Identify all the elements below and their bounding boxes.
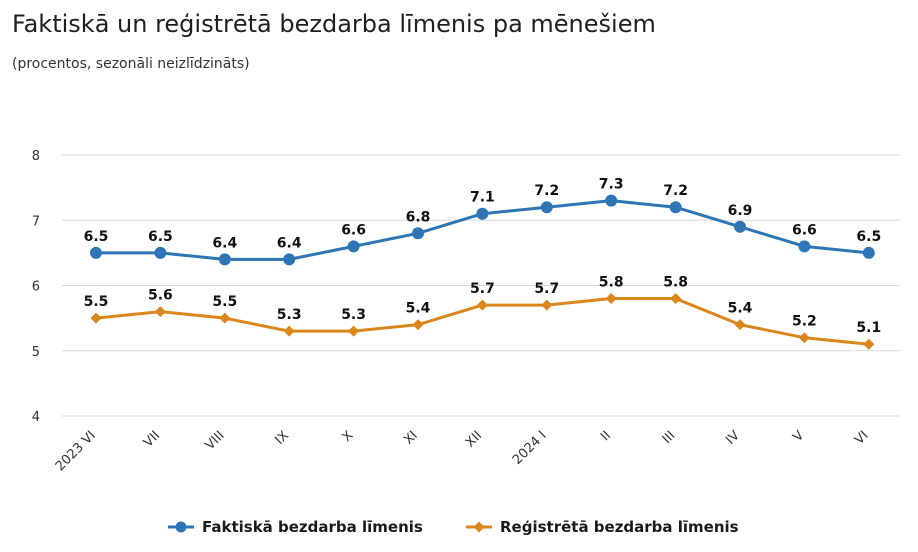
legend-label: Faktiskā bezdarba līmenis (202, 518, 423, 536)
data-point[interactable] (862, 246, 875, 259)
gridlines (62, 154, 900, 417)
data-point[interactable] (798, 240, 811, 253)
data-point[interactable] (219, 312, 231, 324)
data-label: 5.5 (84, 294, 109, 310)
data-point[interactable] (90, 312, 102, 324)
x-tick-label: III (660, 428, 679, 447)
data-label: 6.4 (277, 235, 302, 251)
data-label: 5.8 (599, 275, 624, 291)
data-label: 5.2 (792, 314, 817, 330)
legend-item-2[interactable]: Reģistrētā bezdarba līmenis (466, 518, 739, 536)
data-point[interactable] (154, 306, 166, 318)
data-point[interactable] (670, 293, 682, 305)
chart-title: Faktiskā un reģistrētā bezdarba līmenis … (12, 10, 656, 38)
data-labels: 6.5 6.5 6.4 6.4 6.6 6.8 7.1 7.2 7.3 7.2 6.9 6.6 6.5 5… (84, 177, 882, 337)
x-tick-label: X (340, 428, 357, 445)
x-tick-label: V (790, 428, 807, 445)
x-tick-label: VIII (203, 428, 228, 453)
y-tick-label-8: 8 (32, 149, 40, 164)
data-label: 6.4 (212, 235, 237, 251)
series-group (90, 194, 875, 350)
x-tick-label: VII (141, 428, 163, 450)
y-tick-label-4: 4 (32, 410, 40, 425)
data-label: 5.4 (406, 301, 431, 317)
data-point[interactable] (412, 227, 424, 240)
data-label: 5.3 (277, 307, 302, 323)
data-point[interactable] (863, 338, 875, 350)
data-label: 6.5 (148, 229, 173, 245)
x-tick-label: XII (463, 428, 485, 450)
data-label: 6.8 (406, 209, 431, 225)
legend-marker (175, 521, 187, 533)
data-label: 5.8 (663, 275, 688, 291)
data-point[interactable] (734, 220, 746, 233)
x-tick-label: IV (723, 428, 743, 448)
data-point[interactable] (605, 293, 617, 305)
legend-label: Reģistrētā bezdarba līmenis (500, 518, 739, 536)
x-tick-label: 2024 I (510, 428, 550, 468)
y-tick-label-6: 6 (32, 280, 40, 295)
data-label: 7.1 (470, 190, 495, 206)
x-tick-label: VI (852, 428, 872, 448)
data-label: 7.3 (599, 177, 624, 193)
legend-marker (473, 521, 485, 533)
x-tick-label: 2023 VI (53, 428, 99, 474)
y-tick-label-7: 7 (32, 214, 40, 229)
data-point[interactable] (283, 325, 295, 337)
data-point[interactable] (540, 201, 553, 214)
data-point[interactable] (347, 240, 360, 253)
chart-subtitle: (procentos, sezonāli neizlīdzināts) (12, 56, 250, 72)
data-point[interactable] (348, 325, 360, 337)
data-label: 5.7 (534, 281, 559, 297)
data-label: 6.5 (856, 229, 881, 245)
data-point[interactable] (412, 319, 424, 331)
data-label: 7.2 (663, 183, 688, 199)
data-point[interactable] (154, 246, 167, 259)
x-tick-label: IX (272, 428, 292, 448)
data-label: 5.1 (856, 320, 881, 336)
data-label: 5.6 (148, 288, 173, 304)
data-point[interactable] (218, 253, 231, 266)
data-label: 6.5 (84, 229, 109, 245)
data-label: 5.3 (341, 307, 366, 323)
data-point[interactable] (476, 207, 489, 220)
data-point[interactable] (541, 299, 553, 311)
data-point[interactable] (283, 253, 296, 266)
data-point[interactable] (734, 319, 746, 331)
x-tick-label: XI (401, 428, 421, 448)
data-label: 6.9 (728, 203, 753, 219)
data-point[interactable] (476, 299, 488, 311)
legend[interactable]: Faktiskā bezdarba līmenis Reģistrētā bezd… (168, 518, 739, 536)
y-tick-label-5: 5 (32, 345, 40, 360)
data-label: 5.5 (212, 294, 237, 310)
data-label: 6.6 (792, 222, 817, 238)
x-tick-label: II (598, 428, 614, 444)
data-point[interactable] (669, 201, 682, 214)
data-point[interactable] (798, 332, 810, 344)
data-point[interactable] (90, 246, 102, 259)
data-label: 5.4 (728, 301, 753, 317)
data-label: 6.6 (341, 222, 366, 238)
data-label: 5.7 (470, 281, 495, 297)
data-point[interactable] (605, 194, 618, 207)
legend-item-1[interactable]: Faktiskā bezdarba līmenis (168, 518, 423, 536)
data-label: 7.2 (534, 183, 559, 199)
